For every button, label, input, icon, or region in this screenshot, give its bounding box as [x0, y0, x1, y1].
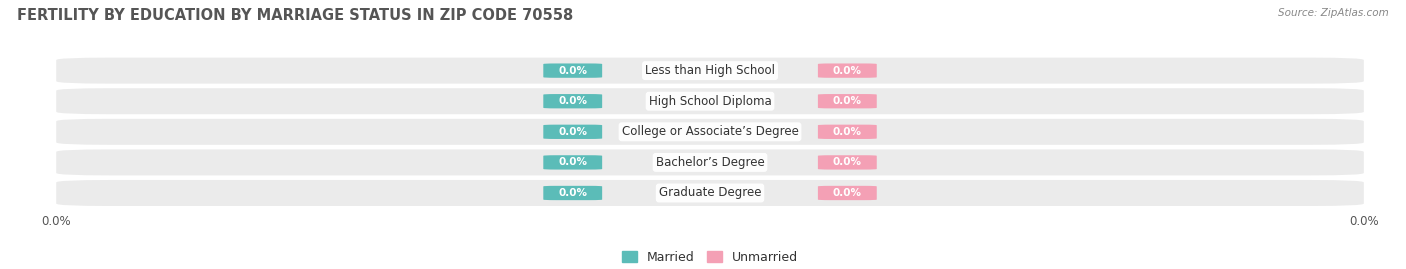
- Text: Bachelor’s Degree: Bachelor’s Degree: [655, 156, 765, 169]
- FancyBboxPatch shape: [543, 125, 602, 139]
- FancyBboxPatch shape: [543, 63, 602, 78]
- Text: 0.0%: 0.0%: [558, 127, 588, 137]
- FancyBboxPatch shape: [818, 186, 877, 200]
- Text: 0.0%: 0.0%: [558, 66, 588, 76]
- Text: High School Diploma: High School Diploma: [648, 95, 772, 108]
- FancyBboxPatch shape: [818, 63, 877, 78]
- FancyBboxPatch shape: [56, 149, 1364, 175]
- Text: Source: ZipAtlas.com: Source: ZipAtlas.com: [1278, 8, 1389, 18]
- FancyBboxPatch shape: [56, 88, 1364, 114]
- FancyBboxPatch shape: [543, 94, 602, 108]
- FancyBboxPatch shape: [818, 94, 877, 108]
- FancyBboxPatch shape: [56, 119, 1364, 145]
- Text: College or Associate’s Degree: College or Associate’s Degree: [621, 125, 799, 138]
- Text: Graduate Degree: Graduate Degree: [659, 186, 761, 200]
- Text: 0.0%: 0.0%: [832, 157, 862, 167]
- Text: 0.0%: 0.0%: [832, 96, 862, 106]
- Text: 0.0%: 0.0%: [832, 66, 862, 76]
- FancyBboxPatch shape: [543, 155, 602, 169]
- Text: 0.0%: 0.0%: [832, 188, 862, 198]
- Text: FERTILITY BY EDUCATION BY MARRIAGE STATUS IN ZIP CODE 70558: FERTILITY BY EDUCATION BY MARRIAGE STATU…: [17, 8, 574, 23]
- FancyBboxPatch shape: [818, 125, 877, 139]
- Text: 0.0%: 0.0%: [558, 157, 588, 167]
- Text: 0.0%: 0.0%: [558, 188, 588, 198]
- Legend: Married, Unmarried: Married, Unmarried: [617, 246, 803, 269]
- FancyBboxPatch shape: [543, 186, 602, 200]
- Text: Less than High School: Less than High School: [645, 64, 775, 77]
- Text: 0.0%: 0.0%: [832, 127, 862, 137]
- FancyBboxPatch shape: [818, 155, 877, 169]
- FancyBboxPatch shape: [56, 58, 1364, 84]
- FancyBboxPatch shape: [56, 180, 1364, 206]
- Text: 0.0%: 0.0%: [558, 96, 588, 106]
